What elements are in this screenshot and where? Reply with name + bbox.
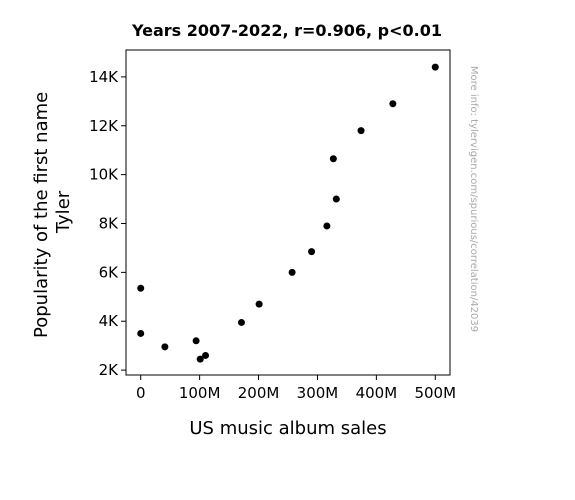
y-tick-label: 10K bbox=[89, 166, 119, 184]
y-tick-label: 2K bbox=[99, 361, 120, 379]
y-axis-label-line-2: Tyler bbox=[53, 190, 74, 234]
x-tick-label: 400M bbox=[356, 384, 398, 402]
x-tick-label: 100M bbox=[179, 384, 221, 402]
data-point bbox=[329, 155, 337, 163]
data-point bbox=[389, 100, 397, 108]
x-axis: 0 100M 200M 300M 400M 500M bbox=[136, 375, 456, 402]
data-point bbox=[323, 222, 331, 230]
y-axis: 2K 4K 6K 8K 10K 12K 14K bbox=[89, 68, 126, 379]
data-point bbox=[255, 300, 263, 308]
y-axis-label-line-1: Popularity of the first name bbox=[31, 92, 52, 338]
y-tick-label: 6K bbox=[99, 263, 120, 281]
data-point bbox=[196, 355, 204, 363]
chart-title: Years 2007-2022, r=0.906, p<0.01 bbox=[131, 21, 442, 40]
plot-area-frame bbox=[125, 49, 451, 376]
data-point bbox=[308, 248, 316, 256]
x-tick-label: 300M bbox=[297, 384, 339, 402]
y-tick-label: 14K bbox=[89, 68, 119, 86]
data-point bbox=[288, 268, 296, 276]
y-axis-label: Popularity of the first name Tyler bbox=[31, 86, 74, 338]
y-tick-label: 12K bbox=[89, 117, 119, 135]
data-point bbox=[237, 318, 245, 326]
data-point bbox=[332, 195, 340, 203]
data-point bbox=[202, 351, 210, 359]
data-point bbox=[161, 343, 169, 351]
y-tick-label: 8K bbox=[99, 214, 120, 232]
data-points bbox=[137, 63, 439, 363]
x-tick-label: 200M bbox=[238, 384, 280, 402]
x-tick-label: 500M bbox=[414, 384, 456, 402]
x-tick-label: 0 bbox=[136, 384, 146, 402]
data-point bbox=[431, 63, 439, 71]
data-point bbox=[192, 337, 200, 345]
x-axis-label: US music album sales bbox=[189, 418, 386, 439]
data-point bbox=[357, 127, 365, 135]
data-point bbox=[137, 284, 145, 292]
data-point bbox=[137, 329, 145, 337]
source-watermark: More info: tylervigen.com/spurious/corre… bbox=[468, 66, 479, 332]
y-tick-label: 4K bbox=[99, 312, 120, 330]
